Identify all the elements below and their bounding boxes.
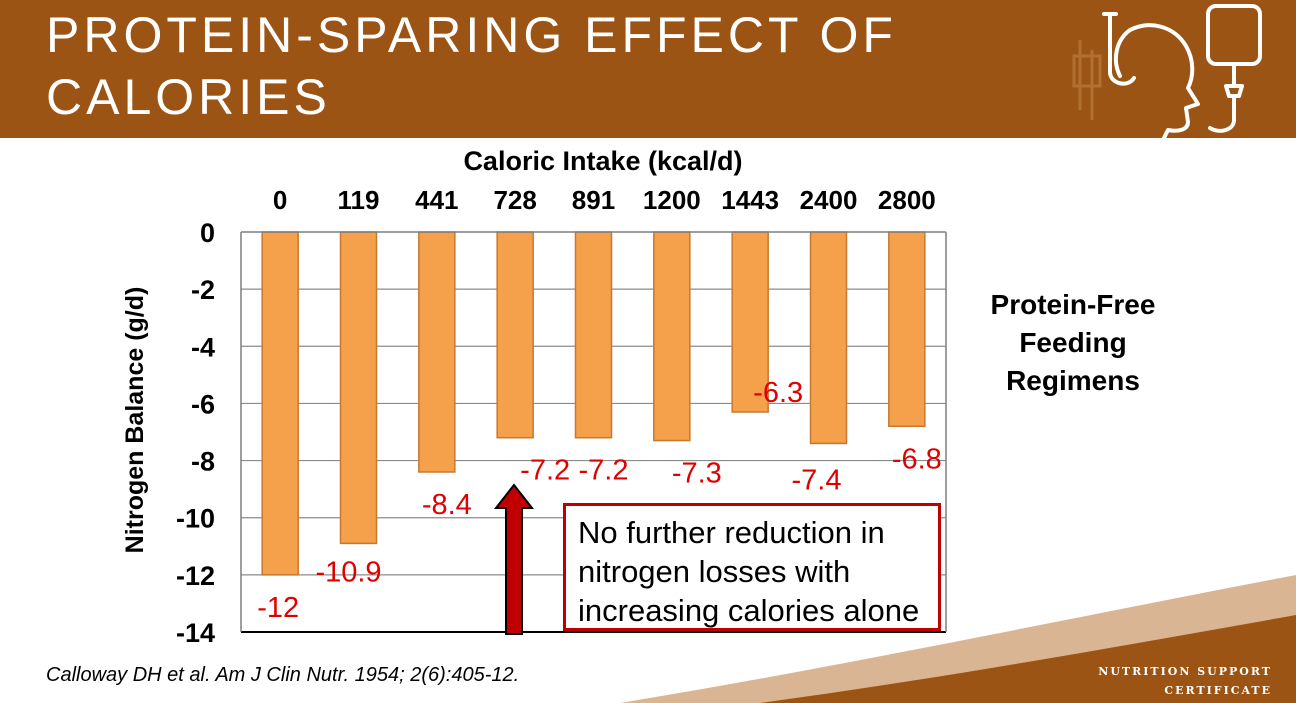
brand-line-2: CERTIFICATE [1164,684,1272,697]
y-axis-title: Nitrogen Balance (g/d) [121,287,149,554]
callout-box: No further reduction in nitrogen losses … [563,503,941,631]
x-tick-label: 441 [415,185,458,215]
x-tick-label: 2400 [800,185,858,215]
bar [574,231,613,439]
y-tick-label: 0 [200,218,215,248]
regimen-note: Protein-Free Feeding Regimens [968,286,1178,400]
y-tick-label: -2 [191,275,215,305]
annotation-arrow [493,483,535,635]
title-line-2: CALORIES [46,69,331,125]
bar [809,231,848,445]
brand-footer: NUTRITION SUPPORT CERTIFICATE [1080,662,1272,700]
x-tick-label: 0 [273,185,287,215]
callout-line-2: nitrogen losses with [578,554,851,589]
bars [261,231,926,576]
citation: Calloway DH et al. Am J Clin Nutr. 1954;… [46,664,520,686]
bar [339,231,378,545]
axes: 0 -2 -4 -6 -8 -10 -12 -14 0 119 441 728 891 1200 1443 2… [176,185,947,648]
note-line-2: Feeding [1019,327,1127,358]
bar [261,231,299,576]
slide-title: PROTEIN-SPARING EFFECT OF CALORIES [46,4,1046,128]
bar [418,231,456,473]
footer-swoosh [620,575,1296,703]
title-line-1: PROTEIN-SPARING EFFECT OF [46,7,897,63]
bar [653,231,691,442]
data-label: -7.2 [520,455,570,487]
callout-line-3: increasing calories alone [578,593,920,628]
y-tick-label: -6 [191,389,215,419]
note-line-1: Protein-Free [990,289,1156,320]
x-tick-label: 891 [572,185,615,215]
y-tick-label: -14 [176,618,215,648]
data-labels: -12 -10.9 -8.4 -7.2 -7.2 -7.3 -6.3 -7.4 -6.8 [257,377,942,624]
data-label: -7.3 [672,458,722,490]
y-tick-label: -8 [191,447,215,477]
data-label: -6.3 [753,377,803,409]
data-label: -8.4 [422,489,472,521]
data-label: -6.8 [892,443,942,475]
data-label: -7.4 [792,464,842,496]
x-tick-label: 1200 [643,185,701,215]
x-tick-label: 119 [338,185,380,215]
y-tick-label: -12 [176,561,215,591]
title-banner: PROTEIN-SPARING EFFECT OF CALORIES [0,0,1296,138]
iv-drip-head-icon [1072,4,1262,138]
data-label: -7.2 [579,455,629,487]
brand-line-1: NUTRITION SUPPORT [1098,665,1272,678]
x-axis-title: Caloric Intake (kcal/d) [463,146,742,176]
bar [888,231,926,428]
y-tick-label: -10 [176,504,215,534]
x-tick-label: 728 [493,185,536,215]
y-tick-label: -4 [191,332,215,362]
data-label: -10.9 [315,556,381,588]
bar [496,231,534,439]
note-line-3: Regimens [1006,365,1140,396]
x-tick-label: 1443 [721,185,779,215]
x-tick-label: 2800 [878,185,936,215]
data-label: -12 [257,592,299,624]
callout-line-1: No further reduction in [578,515,885,550]
